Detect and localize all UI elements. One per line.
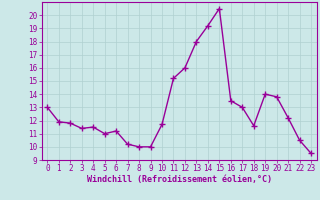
X-axis label: Windchill (Refroidissement éolien,°C): Windchill (Refroidissement éolien,°C) <box>87 175 272 184</box>
